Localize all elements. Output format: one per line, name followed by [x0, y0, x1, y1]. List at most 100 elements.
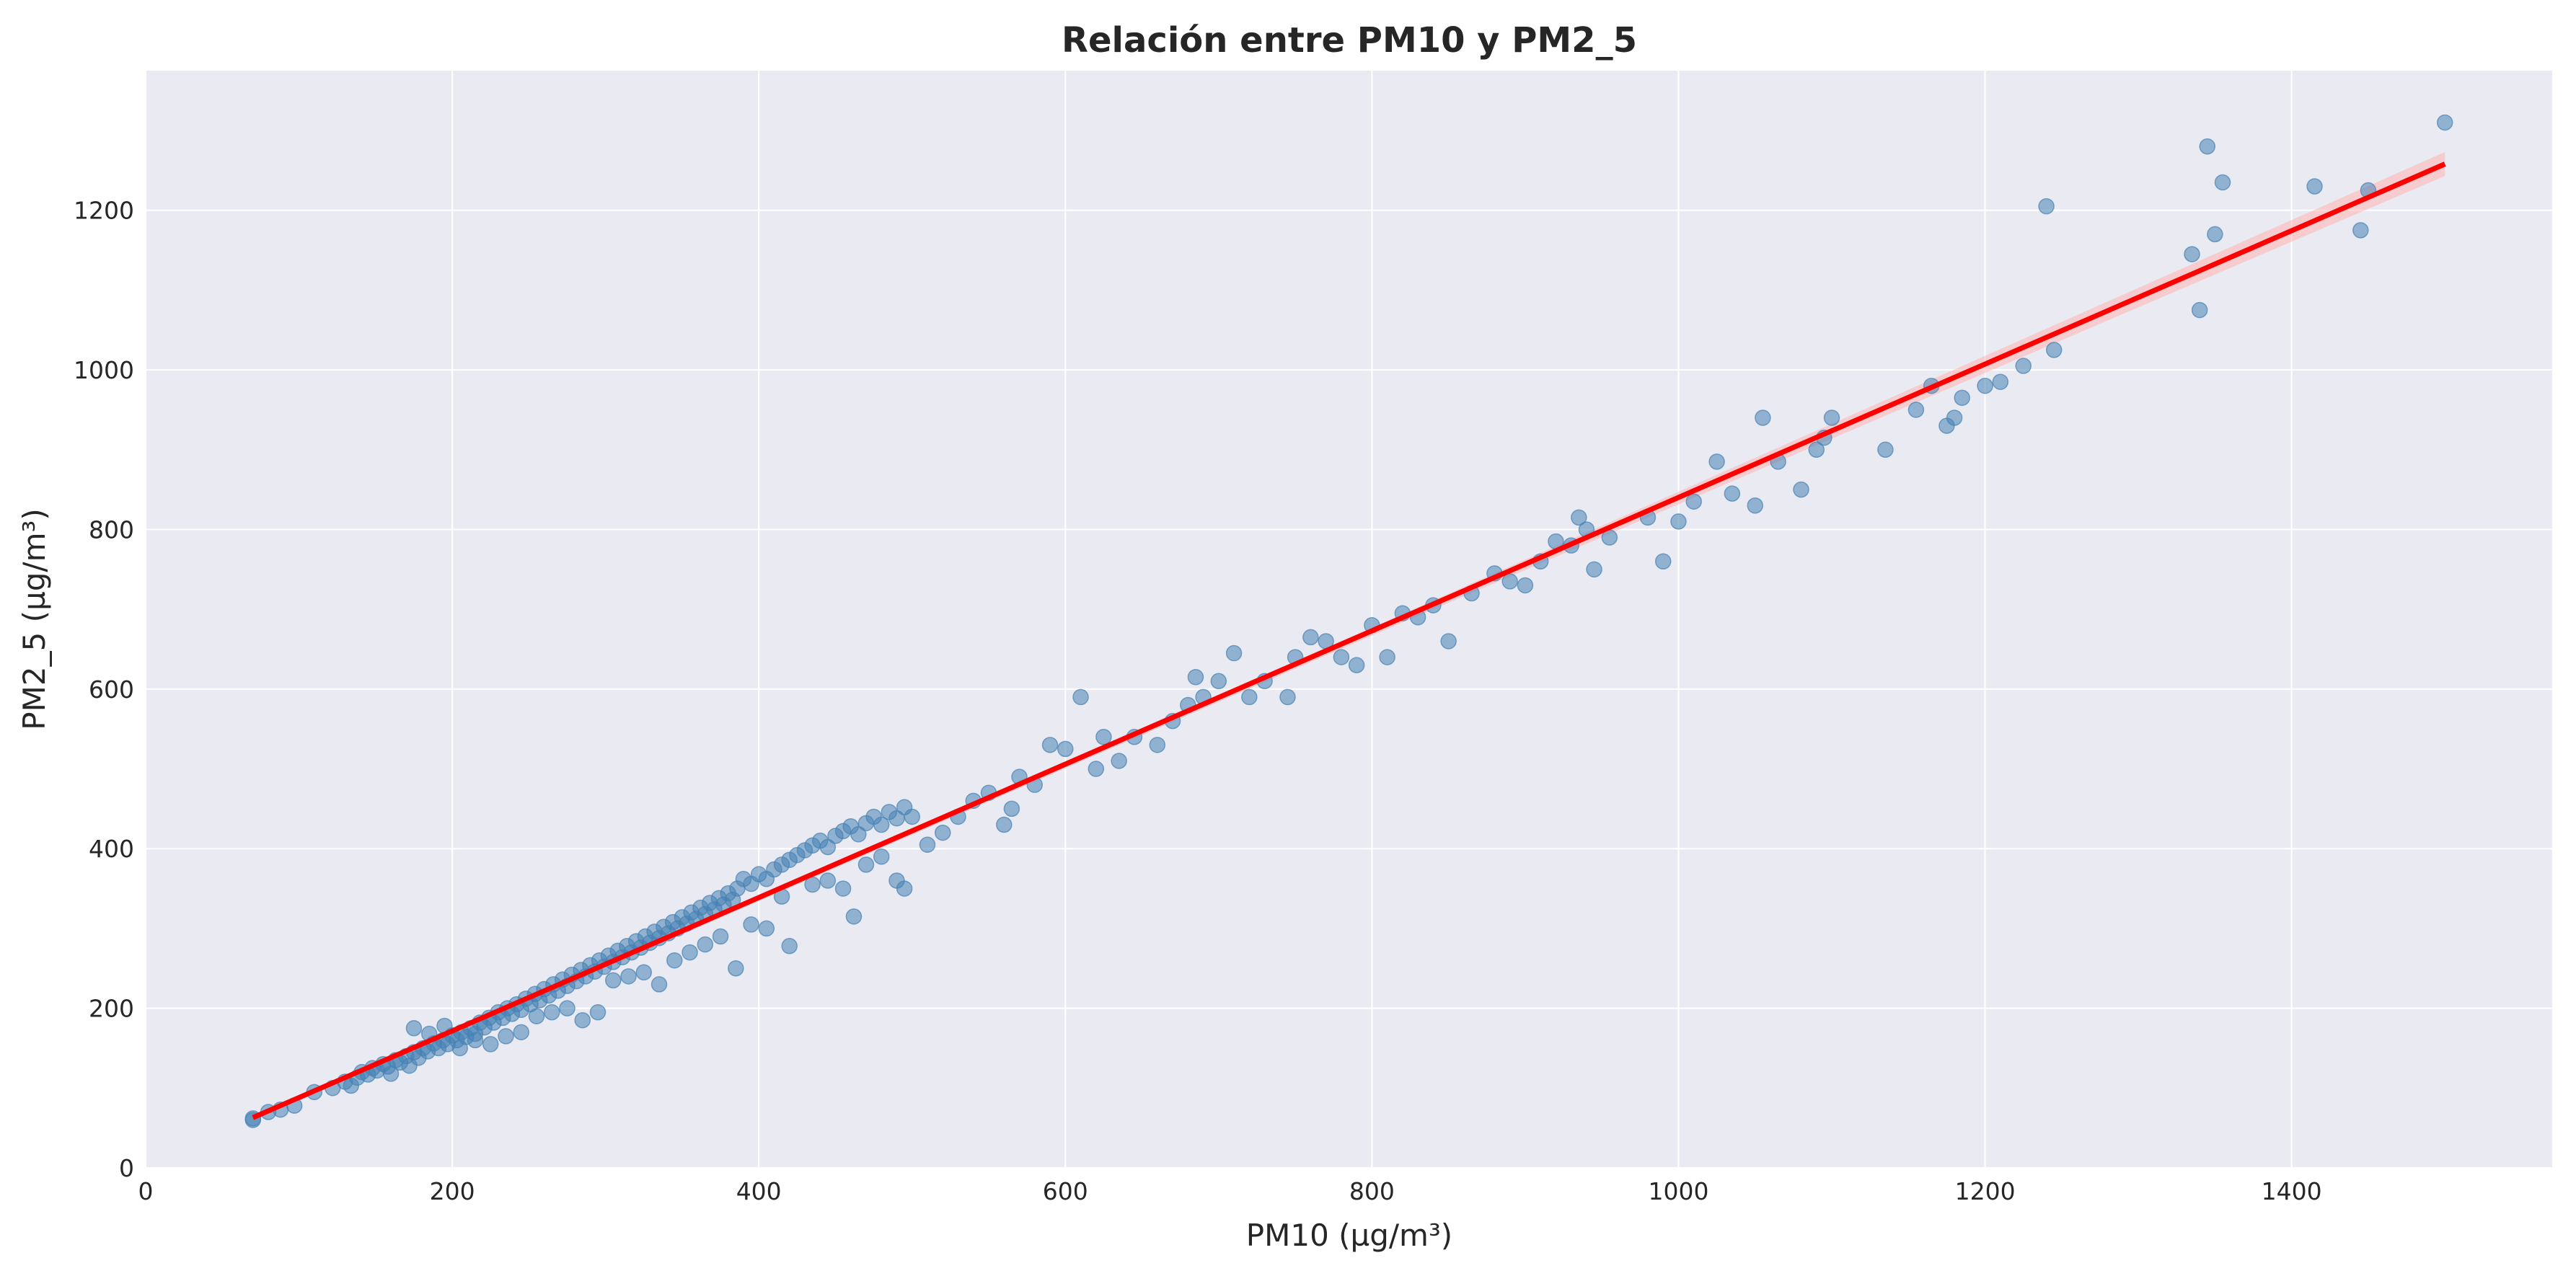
data-point [845, 908, 863, 925]
data-point [1241, 688, 1258, 706]
scatter-points [244, 114, 2453, 1128]
data-point [873, 816, 890, 833]
y-tick-label: 800 [89, 515, 134, 544]
x-tick-label: 600 [1043, 1177, 1088, 1205]
data-point [1333, 649, 1350, 665]
data-point [513, 1024, 529, 1041]
data-point [873, 849, 890, 865]
data-point [405, 1020, 423, 1037]
data-point [1348, 657, 1365, 673]
data-point [1003, 800, 1020, 818]
data-point [482, 1036, 499, 1053]
data-point [589, 1003, 606, 1021]
data-point [650, 976, 668, 993]
data-point [1279, 688, 1296, 706]
grid-lines [145, 71, 2552, 1169]
y-axis-label: PM2_5 (µg/m³) [17, 508, 52, 730]
data-point [904, 808, 920, 825]
data-point [1088, 761, 1105, 777]
data-point [919, 836, 936, 853]
data-point [1654, 553, 1672, 570]
data-point [666, 952, 683, 969]
data-point [1946, 409, 1963, 426]
data-point [1685, 493, 1702, 510]
trend-line-layer [252, 161, 2446, 1120]
data-point [2214, 174, 2231, 191]
data-point [1379, 649, 1395, 665]
data-point [1571, 509, 1587, 526]
data-point [2045, 342, 2063, 358]
data-point [996, 816, 1013, 833]
data-point [1111, 753, 1127, 769]
data-point [1708, 453, 1725, 470]
data-point [1440, 633, 1457, 650]
data-point [1057, 740, 1074, 758]
data-point [605, 972, 622, 989]
chart-title: Relación entre PM10 y PM2_5 [1062, 20, 1637, 61]
data-point [1041, 737, 1059, 753]
data-point [834, 880, 852, 897]
y-tick-label: 600 [89, 675, 134, 704]
data-point [804, 876, 821, 893]
data-point [1823, 409, 1840, 426]
data-point [559, 1000, 575, 1016]
data-point [1755, 409, 1771, 426]
trend-line [252, 161, 2446, 1120]
data-point [1808, 441, 1825, 458]
data-point [1072, 688, 1089, 706]
x-tick-label: 200 [430, 1177, 475, 1205]
data-point [781, 938, 798, 954]
data-point [1501, 573, 1518, 590]
data-point [451, 1040, 468, 1057]
y-tick-label: 1200 [74, 197, 134, 225]
data-point [934, 824, 951, 841]
y-tick-label: 200 [89, 995, 134, 1023]
data-point [728, 960, 744, 977]
data-point [1877, 441, 1894, 458]
data-point [1907, 402, 1925, 418]
data-point [1225, 644, 1243, 662]
data-point [1747, 497, 1764, 514]
data-point [2436, 114, 2453, 131]
data-point [620, 968, 637, 985]
data-point [1793, 481, 1809, 498]
x-tick-label: 1400 [2262, 1177, 2322, 1205]
data-point [574, 1011, 591, 1029]
y-tick-label: 0 [119, 1154, 134, 1182]
data-point [1302, 629, 1319, 646]
data-point [896, 880, 913, 897]
data-point [498, 1028, 514, 1045]
x-axis-label: PM10 (µg/m³) [1246, 1218, 1452, 1253]
data-point [1724, 485, 1741, 502]
data-point [2191, 301, 2208, 319]
data-point [467, 1032, 484, 1049]
x-tick-label: 1000 [1648, 1177, 1708, 1205]
data-point [2184, 246, 2200, 262]
data-point [850, 826, 867, 843]
data-point [1187, 669, 1204, 686]
data-point [712, 928, 729, 945]
y-tick-labels: 0 200 400 600 800 1000 1200 [74, 197, 134, 1182]
x-tick-label: 400 [736, 1177, 782, 1205]
data-point [697, 936, 714, 953]
data-point [743, 916, 759, 933]
x-tick-label: 1200 [1955, 1177, 2016, 1205]
data-point [2199, 138, 2216, 155]
x-tick-labels: 0 200 400 600 800 1000 1200 1400 [138, 1177, 2322, 1205]
y-tick-label: 1000 [74, 356, 134, 384]
data-point [857, 856, 875, 873]
data-point [1095, 729, 1112, 745]
data-point [2207, 226, 2223, 243]
data-point [635, 964, 653, 981]
data-point [2015, 358, 2032, 374]
data-point [1586, 561, 1602, 578]
data-point [1977, 377, 1993, 394]
y-tick-label: 400 [89, 835, 134, 863]
data-point [2038, 198, 2055, 215]
data-point [819, 872, 837, 889]
data-point [1992, 373, 2009, 390]
data-point [544, 1003, 560, 1021]
data-point [2306, 178, 2323, 195]
data-point [1149, 737, 1166, 753]
